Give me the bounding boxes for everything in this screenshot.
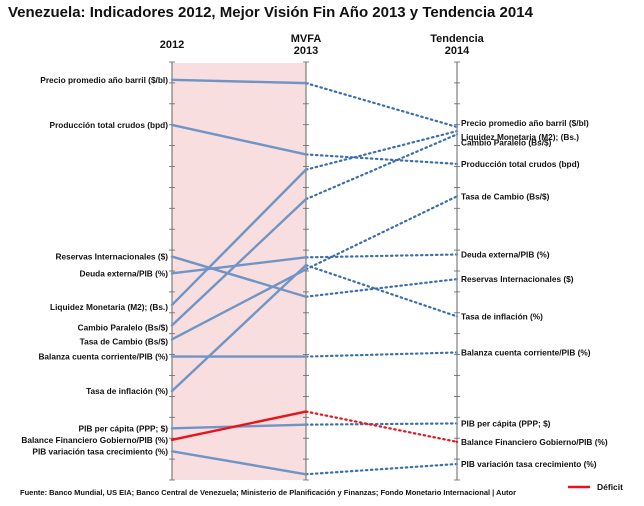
series-11-point-c2012 <box>170 450 174 453</box>
series-5-label-left: Cambio Paralelo (Bs/$) <box>78 322 169 332</box>
series-7-label-left: Balanza cuenta corriente/PIB (%) <box>38 352 168 362</box>
column-header-t2014: Tendencia 2014 <box>430 33 484 57</box>
series-3-label-right: Deuda externa/PIB (%) <box>461 250 550 260</box>
series-4-segment-mvfa-2014 <box>304 129 459 171</box>
series-11-point-t2014 <box>455 462 459 466</box>
series-0-label-left: Precio promedio año barril ($/bl) <box>40 75 168 85</box>
series-6-label-right: Tasa de Cambio (Bs/$) <box>461 191 550 201</box>
series-7-label-right: Balanza cuenta corriente/PIB (%) <box>461 347 591 357</box>
chart-title: Venezuela: Indicadores 2012, Mejor Visió… <box>8 4 533 21</box>
series-10-segment-2012-mvfa <box>170 410 308 442</box>
series-5-point-t2014 <box>455 133 459 136</box>
column-header-c2012: 2012 <box>160 39 184 51</box>
series-3-point-t2014 <box>455 253 459 256</box>
series-7-point-t2014 <box>455 351 459 354</box>
series-8-point-c2012 <box>170 389 174 393</box>
series-8-segment-mvfa-2014 <box>304 264 459 318</box>
series-6-point-t2014 <box>455 195 459 198</box>
series-8-label-left: Tasa de inflación (%) <box>86 386 168 396</box>
series-1-point-c2012 <box>170 123 174 127</box>
series-2-label-right: Reservas Internacionales ($) <box>461 274 574 284</box>
series-11-segment-mvfa-2014 <box>304 462 459 476</box>
series-8-point-t2014 <box>455 315 459 318</box>
series-6-label-left: Tasa de Cambio (Bs/$) <box>80 336 169 346</box>
series-4-label-left: Liquidez Monetaria (M2); (Bs.) <box>50 302 168 312</box>
series-2-segment-2012-mvfa <box>170 255 308 298</box>
series-8-segment-2012-mvfa <box>170 263 308 393</box>
series-3-point-c2012 <box>170 272 174 275</box>
series-10-label-left: Balance Financiero Gobierno/PIB (%) <box>21 435 168 445</box>
series-7-segment-mvfa-2014 <box>304 351 459 358</box>
series-6-point-c2012 <box>170 338 174 341</box>
series-10-segment-mvfa-2014 <box>304 410 459 443</box>
series-5-point-c2012 <box>170 324 174 327</box>
series-0-label-right: Precio promedio año barril ($/bl) <box>461 118 589 128</box>
series-2-segment-mvfa-2014 <box>304 278 459 298</box>
series-1-label-left: Producción total crudos (bpd) <box>50 120 169 130</box>
series-4-point-t2014 <box>455 129 459 133</box>
series-3-point-mvfa <box>304 256 308 259</box>
series-4-label-right: Liquidez Monetaria (M2); (Bs.) <box>461 132 579 142</box>
series-2-point-mvfa <box>304 295 308 298</box>
series-9-segment-mvfa-2014 <box>304 422 459 426</box>
series-4-segment-2012-mvfa <box>170 168 308 307</box>
series-1-label-right: Producción total crudos (bpd) <box>461 159 580 169</box>
series-7-point-mvfa <box>304 355 308 358</box>
series-1-point-t2014 <box>455 162 459 166</box>
series-1-segment-mvfa-2014 <box>304 153 459 165</box>
series-11-label-right: PIB variación tasa crecimiento (%) <box>461 459 597 469</box>
series-8-label-right: Tasa de inflación (%) <box>461 311 543 321</box>
series-9-label-right: PIB per cápita (PPP; $) <box>461 418 551 428</box>
series-4-point-c2012 <box>170 303 174 307</box>
series-3-segment-2012-mvfa <box>170 256 308 275</box>
series-3-segment-mvfa-2014 <box>304 253 459 259</box>
series-10-point-t2014 <box>455 440 459 444</box>
series-1-segment-2012-mvfa <box>170 123 308 156</box>
series-9-point-c2012 <box>170 427 174 430</box>
series-10-label-right: Balance Financiero Gobierno/PIB (%) <box>461 437 608 447</box>
series-6-point-mvfa <box>304 268 308 271</box>
series-11-point-mvfa <box>304 473 308 476</box>
legend-deficit-label: Déficit <box>597 482 623 492</box>
series-3-label-left: Deuda externa/PIB (%) <box>79 268 168 278</box>
series-5-segment-2012-mvfa <box>170 197 308 327</box>
series-9-point-mvfa <box>304 423 308 426</box>
series-1-point-mvfa <box>304 153 308 156</box>
series-0-point-c2012 <box>170 78 174 82</box>
series-5-segment-mvfa-2014 <box>304 133 459 201</box>
series-2-label-left: Reservas Internacionales ($) <box>55 252 168 262</box>
series-0-point-t2014 <box>455 125 459 129</box>
series-7-point-c2012 <box>170 355 174 358</box>
column-header-mvfa: MVFA 2013 <box>291 33 322 57</box>
series-0-segment-mvfa-2014 <box>304 82 459 129</box>
series-0-point-mvfa <box>304 81 308 85</box>
series-9-point-t2014 <box>455 422 459 425</box>
series-5-label-right: Cambio Paralelo (Bs/$) <box>461 137 552 147</box>
series-2-point-c2012 <box>170 255 174 258</box>
series-9-label-left: PIB per cápita (PPP; $) <box>79 423 169 433</box>
series-8-point-mvfa <box>304 263 308 267</box>
series-0-segment-2012-mvfa <box>170 78 308 85</box>
source-note: Fuente: Banco Mundial, US EIA; Banco Cen… <box>20 488 517 497</box>
series-11-segment-2012-mvfa <box>170 450 308 476</box>
series-6-segment-2012-mvfa <box>170 268 308 341</box>
series-4-point-mvfa <box>304 168 308 171</box>
series-11-label-left: PIB variación tasa crecimiento (%) <box>32 446 168 456</box>
series-10-point-c2012 <box>170 438 174 442</box>
series-10-point-mvfa <box>304 410 308 413</box>
series-2-point-t2014 <box>455 277 459 281</box>
series-6-segment-mvfa-2014 <box>304 195 459 271</box>
series-5-point-mvfa <box>304 197 308 201</box>
